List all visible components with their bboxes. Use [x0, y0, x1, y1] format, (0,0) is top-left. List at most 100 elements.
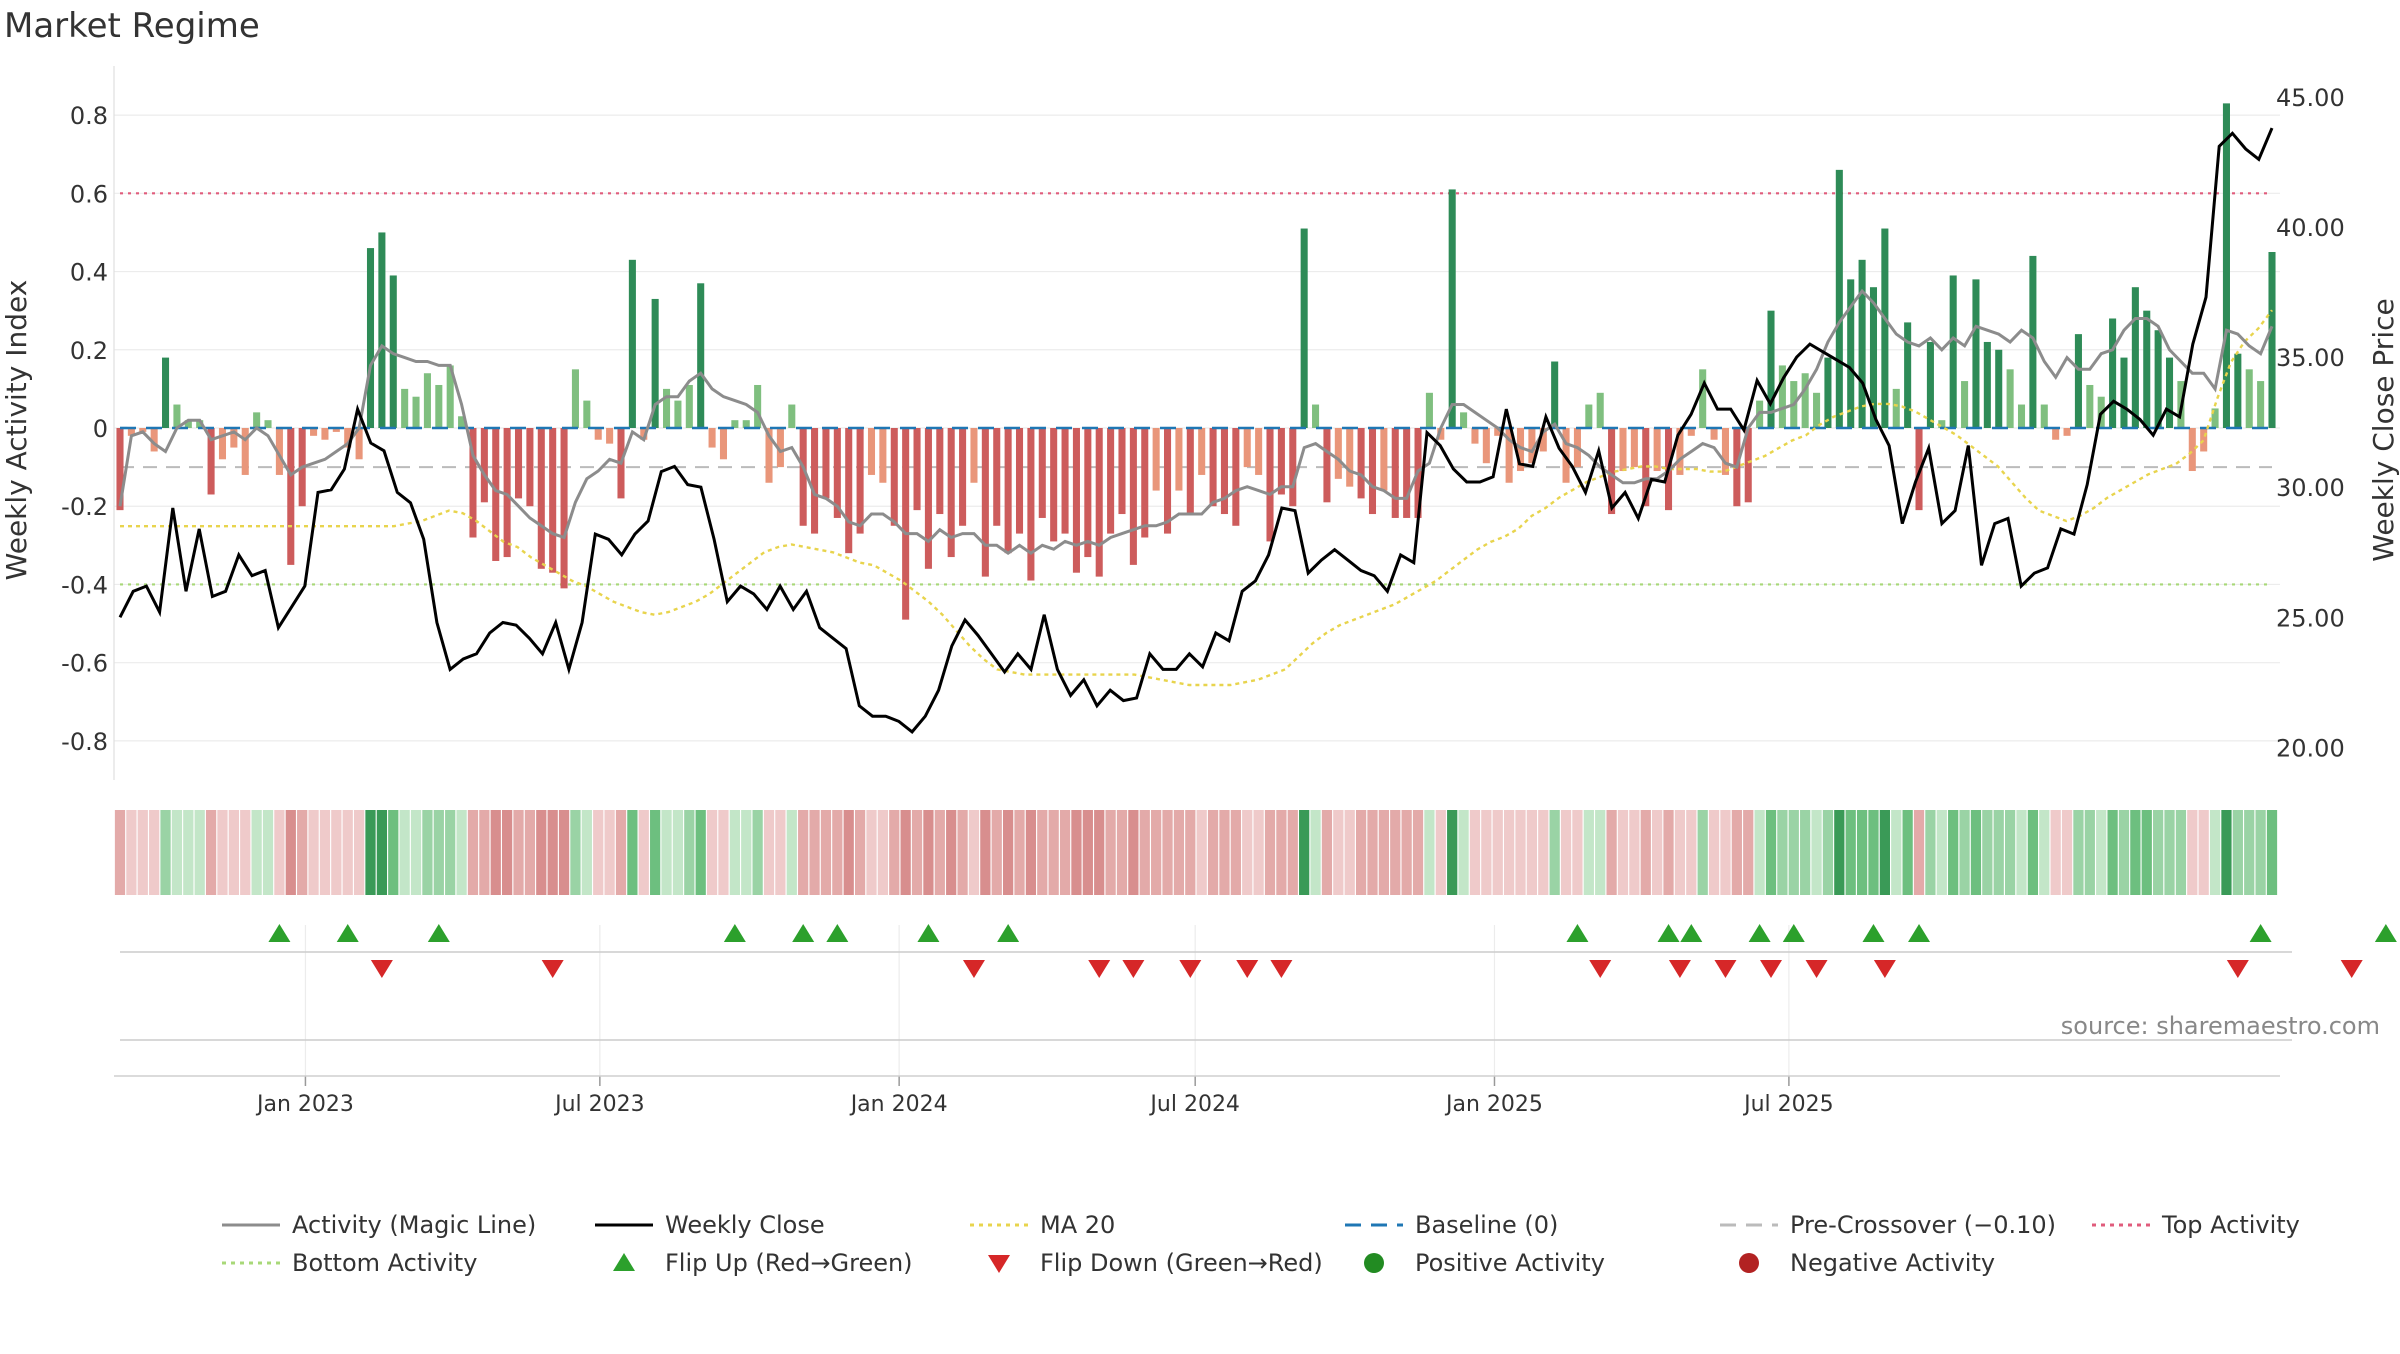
regime-strip-cell — [1071, 810, 1082, 895]
regime-strip-cell — [832, 810, 843, 895]
activity-bar — [583, 400, 591, 428]
regime-strip-cell — [1321, 810, 1333, 895]
activity-bar — [1357, 428, 1365, 499]
activity-bar — [1186, 428, 1194, 515]
activity-bar — [993, 428, 1001, 526]
activity-bar — [1972, 279, 1980, 428]
legend-item: Top Activity — [2092, 1211, 2300, 1239]
legend-item: Activity (Magic Line) — [222, 1211, 536, 1239]
flip-down-marker — [1270, 960, 1293, 978]
regime-strip-cell — [2221, 810, 2232, 895]
flip-up-marker — [917, 924, 940, 942]
left-tick-label: 0.8 — [70, 102, 108, 130]
activity-bar — [1642, 428, 1650, 507]
regime-strip-cell — [1048, 810, 1059, 895]
regime-strip-cell — [2050, 810, 2061, 895]
flip-down-marker — [1122, 960, 1145, 978]
activity-bar — [833, 428, 841, 518]
left-tick-label: 0 — [93, 415, 108, 443]
regime-strip-cell — [889, 810, 900, 895]
regime-strip-cell — [1845, 810, 1856, 895]
regime-strip-cell — [1708, 810, 1720, 895]
activity-bar — [2017, 404, 2026, 428]
activity-bar — [1995, 349, 2003, 428]
regime-strip-cell — [1629, 810, 1640, 895]
activity-bar — [2040, 404, 2048, 428]
regime-strip-cell — [2153, 810, 2164, 895]
regime-strip-cell — [1390, 810, 1401, 895]
legend-label: Negative Activity — [1790, 1249, 1995, 1277]
regime-strip-cell — [1663, 810, 1674, 895]
regime-strip-cell — [1777, 810, 1788, 895]
x-tick-label: Jan 2023 — [255, 1092, 354, 1117]
regime-strip-cell — [2039, 810, 2050, 895]
legend-item: Bottom Activity — [222, 1249, 477, 1277]
regime-strip-cell — [877, 810, 889, 895]
regime-strip-cell — [547, 810, 558, 895]
regime-strip-cell — [763, 810, 775, 895]
regime-strip-cell — [1458, 810, 1469, 895]
activity-bar — [719, 428, 728, 460]
activity-bar — [1585, 404, 1593, 428]
regime-strip-cell — [718, 810, 729, 895]
regime-strip-cell — [991, 810, 1002, 895]
left-tick-label: -0.4 — [61, 571, 108, 599]
activity-bar — [264, 420, 272, 428]
regime-strip-cell — [1572, 810, 1583, 895]
flip-down-marker — [1714, 960, 1737, 978]
regime-strip-cell — [843, 810, 854, 895]
activity-bar — [1038, 428, 1046, 518]
activity-bar — [765, 428, 773, 483]
activity-bar — [1425, 392, 1433, 428]
activity-bar — [2052, 428, 2060, 440]
regime-strip-cell — [2141, 810, 2152, 895]
activity-bar — [1255, 428, 1263, 475]
activity-bar — [207, 428, 215, 495]
activity-bar — [2234, 353, 2242, 428]
activity-bar — [162, 357, 170, 428]
activity-bar — [2063, 428, 2071, 436]
activity-bar — [332, 428, 340, 432]
activity-bar — [173, 404, 181, 428]
regime-strip-cell — [1276, 810, 1287, 895]
activity-bar — [1129, 428, 1137, 565]
flip-down-marker — [1760, 960, 1783, 978]
activity-bar — [1676, 428, 1684, 475]
activity-bar — [1904, 322, 1912, 428]
regime-strip-cell — [2027, 810, 2039, 895]
activity-bar — [458, 416, 466, 428]
activity-bar — [1926, 341, 1934, 428]
flip-up-marker — [1862, 924, 1885, 942]
regime-strip-cell — [1242, 810, 1253, 895]
regime-strip-cell — [1310, 810, 1321, 895]
left-tick-label: -0.6 — [61, 650, 108, 678]
regime-strip-cell — [137, 810, 148, 895]
activity-bar — [2200, 428, 2208, 452]
activity-bar — [1232, 428, 1240, 526]
regime-strip-cell — [1139, 810, 1150, 895]
activity-bar — [1403, 428, 1411, 518]
regime-strip-cell — [1219, 810, 1230, 895]
regime-strip-cell — [274, 810, 285, 895]
regime-strip-cell — [365, 810, 376, 895]
activity-bar — [2074, 334, 2082, 428]
activity-bar — [1551, 361, 1559, 428]
activity-bar — [640, 428, 648, 440]
activity-bar — [1619, 428, 1627, 472]
regime-strip-cell — [205, 810, 217, 895]
activity-bar — [560, 428, 568, 589]
right-tick-label: 35.00 — [2276, 344, 2345, 372]
activity-bar — [1243, 428, 1251, 468]
legend-item: Baseline (0) — [1345, 1211, 1558, 1239]
activity-bar — [230, 428, 238, 448]
activity-bar — [663, 388, 671, 428]
activity-bar — [344, 428, 352, 448]
activity-bar — [1346, 428, 1354, 487]
regime-strip-cell — [1492, 810, 1503, 895]
regime-strip-cell — [410, 810, 422, 895]
regime-strip-cell — [1879, 810, 1890, 895]
activity-bar — [924, 428, 932, 569]
regime-strip-cell — [1549, 810, 1560, 895]
regime-strip-cell — [1697, 810, 1708, 895]
